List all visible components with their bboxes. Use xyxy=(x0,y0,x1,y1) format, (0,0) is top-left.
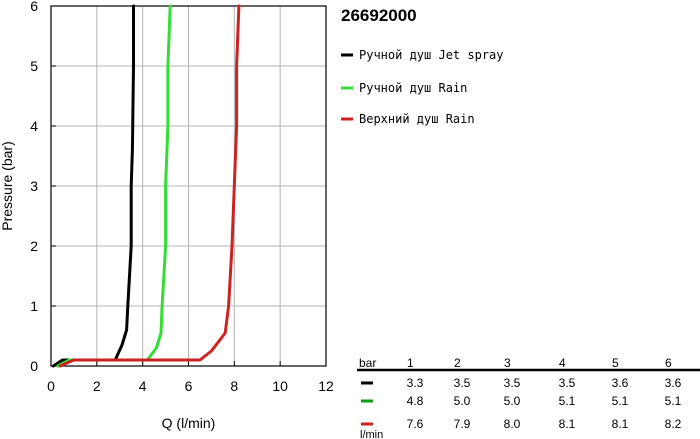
table-cell: 5.1 xyxy=(665,394,682,408)
legend-label-2: Ручной душ Rain xyxy=(359,81,467,95)
x-tick-label: 2 xyxy=(93,378,101,394)
y-tick-label: 2 xyxy=(30,238,38,254)
table-cell: 3.5 xyxy=(454,376,471,390)
table-column-header: 3 xyxy=(504,356,511,370)
y-tick-label: 6 xyxy=(30,0,38,14)
x-tick-label: 12 xyxy=(318,378,334,394)
x-tick-label: 0 xyxy=(47,378,55,394)
table-cell: 3.6 xyxy=(612,376,629,390)
table-cell: 8.1 xyxy=(612,417,629,431)
legend-label-1: Ручной душ Jet spray xyxy=(359,48,504,62)
x-axis-title: Q (l/min) xyxy=(162,415,216,431)
table-cell: 7.9 xyxy=(454,417,471,431)
table-cell: 5.0 xyxy=(504,394,521,408)
x-tick-label: 10 xyxy=(272,378,288,394)
y-tick-label: 4 xyxy=(30,118,38,134)
y-tick-label: 3 xyxy=(30,178,38,194)
table-cell: 3.5 xyxy=(504,376,521,390)
table-cell: 7.6 xyxy=(407,417,424,431)
legend: Ручной душ Jet spray Ручной душ Rain Верхн… xyxy=(341,48,504,126)
table-cell: 5.1 xyxy=(612,394,629,408)
table-column-header: 5 xyxy=(612,356,619,370)
table-cell: 3.6 xyxy=(665,376,682,390)
y-tick-label: 1 xyxy=(30,298,38,314)
flow-table: bar 1 2 3 4 5 6 3.3 3.5 3.5 3.5 3.6 3.6 4.8 5.0 5.0 5.1 5… xyxy=(357,356,700,439)
x-tick-label: 8 xyxy=(230,378,238,394)
table-unit-label: l/min xyxy=(360,429,383,439)
y-tick-label: 5 xyxy=(30,58,38,74)
table-cell: 8.2 xyxy=(665,417,682,431)
table-column-header: 2 xyxy=(454,356,461,370)
table-cell: 8.1 xyxy=(559,417,576,431)
x-tick-label: 6 xyxy=(185,378,193,394)
y-axis-title: Pressure (bar) xyxy=(0,141,15,230)
table-column-header: 6 xyxy=(665,356,672,370)
table-cell: 8.0 xyxy=(504,417,521,431)
y-tick-label: 0 xyxy=(30,358,38,374)
table-cell: 5.1 xyxy=(559,394,576,408)
table-cell: 3.5 xyxy=(559,376,576,390)
table-cell: 4.8 xyxy=(407,394,424,408)
table-header-label: bar xyxy=(359,356,376,370)
chart-title: 26692000 xyxy=(341,6,417,25)
table-cell: 3.3 xyxy=(407,376,424,390)
table-column-header: 4 xyxy=(559,356,566,370)
table-column-header: 1 xyxy=(407,356,414,370)
table-cell: 5.0 xyxy=(454,394,471,408)
x-tick-label: 4 xyxy=(139,378,147,394)
series-line-3 xyxy=(58,4,241,368)
legend-label-3: Верхний душ Rain xyxy=(359,112,475,126)
